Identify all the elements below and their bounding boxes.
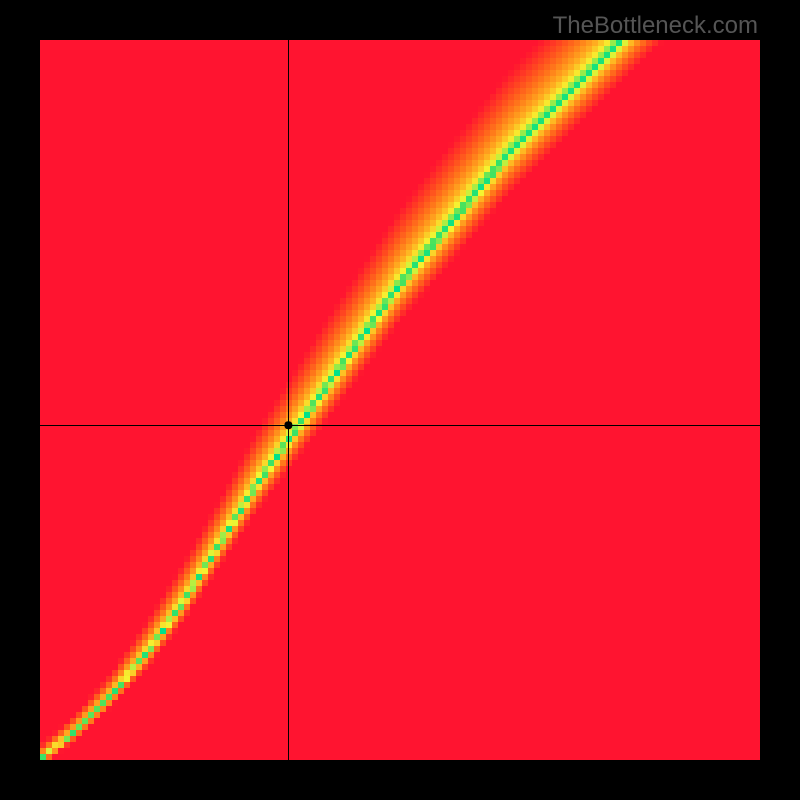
bottleneck-heatmap	[40, 40, 760, 760]
chart-container: TheBottleneck.com	[0, 0, 800, 800]
watermark-text: TheBottleneck.com	[553, 12, 758, 40]
